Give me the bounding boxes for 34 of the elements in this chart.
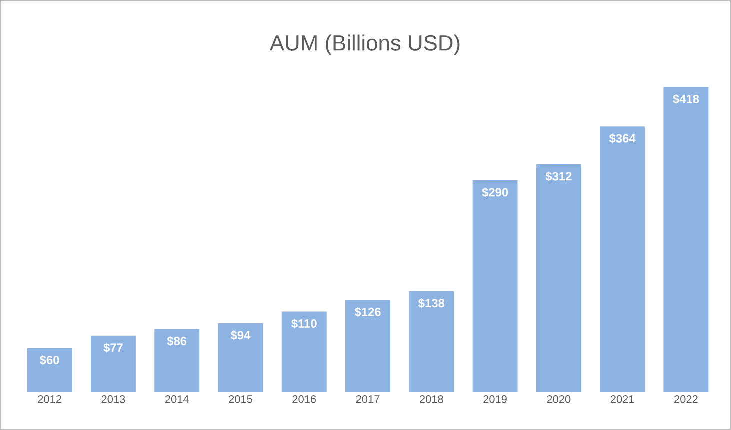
bar bbox=[536, 164, 582, 392]
x-tick-label: 2015 bbox=[229, 396, 252, 404]
x-tick-label: 2017 bbox=[356, 396, 380, 404]
data-label: $94 bbox=[230, 330, 251, 340]
bar bbox=[27, 348, 72, 392]
data-label: $126 bbox=[354, 307, 381, 318]
data-label: $138 bbox=[418, 298, 445, 308]
x-tick-label: 2013 bbox=[102, 396, 126, 404]
x-tick-label: 2022 bbox=[674, 396, 698, 404]
x-tick-label: 2016 bbox=[292, 396, 316, 404]
bar bbox=[154, 329, 200, 392]
data-label: $86 bbox=[167, 336, 187, 346]
x-tick-label: 2012 bbox=[38, 396, 62, 404]
data-label: $290 bbox=[482, 188, 508, 198]
bar bbox=[600, 126, 646, 392]
data-label: $60 bbox=[40, 355, 60, 366]
bar bbox=[664, 87, 709, 392]
x-tick-label: 2020 bbox=[547, 396, 571, 404]
data-label: $364 bbox=[609, 134, 636, 144]
data-label: $110 bbox=[292, 318, 317, 329]
bar bbox=[282, 312, 327, 392]
bar bbox=[409, 291, 454, 392]
x-tick-label: 2014 bbox=[165, 396, 189, 404]
data-label: $418 bbox=[673, 94, 700, 104]
bar bbox=[346, 300, 391, 392]
x-tick-label: 2021 bbox=[610, 396, 634, 404]
data-label: $312 bbox=[546, 172, 572, 182]
bar bbox=[218, 323, 264, 392]
x-tick-label: 2018 bbox=[420, 396, 444, 404]
data-label: $77 bbox=[104, 343, 123, 353]
x-tick-label: 2019 bbox=[484, 396, 507, 404]
bar bbox=[90, 336, 136, 392]
bar bbox=[472, 180, 518, 392]
chart-title: AUM (Billions USD) bbox=[270, 34, 460, 56]
